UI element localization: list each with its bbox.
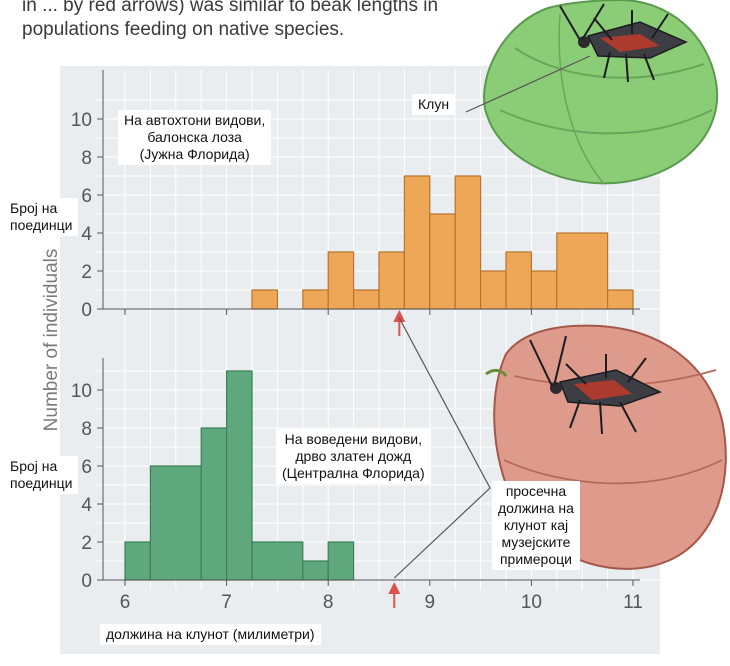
annotation-lines xyxy=(388,55,591,608)
label-beak: Клун xyxy=(412,94,456,115)
mean-arrow-head xyxy=(388,582,401,594)
y-tick-label: 6 xyxy=(81,186,92,207)
histogram-bar xyxy=(505,251,532,310)
y-tick-label: 0 xyxy=(81,571,92,592)
beak-leader-line xyxy=(465,55,591,113)
histogram-bar xyxy=(327,541,355,581)
label-museum-mean: просечна должина на клунот кај музејскит… xyxy=(492,481,580,570)
histogram-bar xyxy=(378,251,405,310)
histogram-bar xyxy=(149,465,202,581)
histogram-bar xyxy=(251,289,278,310)
histogram-bar xyxy=(353,289,380,310)
label-y-axis-bottom: Број на поединци xyxy=(4,456,79,494)
mean-arrow-head xyxy=(393,310,406,322)
histogram-bar xyxy=(200,427,228,581)
y-tick-label: 10 xyxy=(71,110,92,131)
y-tick-label: 4 xyxy=(81,495,92,516)
x-tick-label: 9 xyxy=(425,592,436,613)
x-tick-label: 11 xyxy=(623,592,643,613)
label-y-axis-top: Број на поединци xyxy=(4,198,79,236)
tick-labels: 0 2 4 6 8 10 0 2 4 6 8 10 6 7 8 9 10 11 Number of individu… xyxy=(41,110,643,613)
histogram-bar xyxy=(429,213,456,310)
x-tick-label: 10 xyxy=(521,592,542,613)
x-tick-label: 6 xyxy=(120,592,131,613)
label-x-axis: должина на клунот (милиметри) xyxy=(100,624,321,645)
histogram-bar xyxy=(302,289,329,310)
histogram-bar xyxy=(606,289,634,310)
histogram-bar xyxy=(556,232,609,310)
label-top-panel: На автохтони видови, балонска лоза (Јужн… xyxy=(118,110,272,165)
y-tick-label: 4 xyxy=(81,224,92,245)
histogram-bars xyxy=(124,175,634,581)
histogram-bar xyxy=(226,370,253,581)
y-tick-label: 6 xyxy=(81,457,92,478)
histogram-bar xyxy=(480,270,507,310)
histogram-bar xyxy=(302,560,329,581)
histogram-bar xyxy=(327,251,355,310)
x-tick-label: 8 xyxy=(323,592,334,613)
header-caption: in ... by red arrows) was similar to bea… xyxy=(22,0,439,40)
y-tick-label: 2 xyxy=(81,262,92,283)
museum-mean-leader-line xyxy=(393,317,491,579)
x-tick-label: 7 xyxy=(221,592,232,613)
y-tick-label: 8 xyxy=(81,148,92,169)
y-tick-label: 2 xyxy=(81,533,92,554)
y-tick-label: 8 xyxy=(81,419,92,440)
y-tick-label: 0 xyxy=(81,300,92,321)
y-axis-title: Number of individuals xyxy=(41,249,62,432)
histogram-bar xyxy=(251,541,304,581)
axes xyxy=(97,70,640,586)
soapberry-bug-bottom-illustration xyxy=(529,335,662,435)
label-bottom-panel: На воведени видови, дрво златен дожд (Це… xyxy=(276,429,431,484)
histogram-bar xyxy=(124,541,151,581)
histogram-bar xyxy=(454,175,482,310)
histogram-bar xyxy=(403,175,431,310)
y-tick-label: 10 xyxy=(71,381,92,402)
histogram-bar xyxy=(530,270,558,310)
soapberry-bug-top-illustration xyxy=(559,3,688,83)
